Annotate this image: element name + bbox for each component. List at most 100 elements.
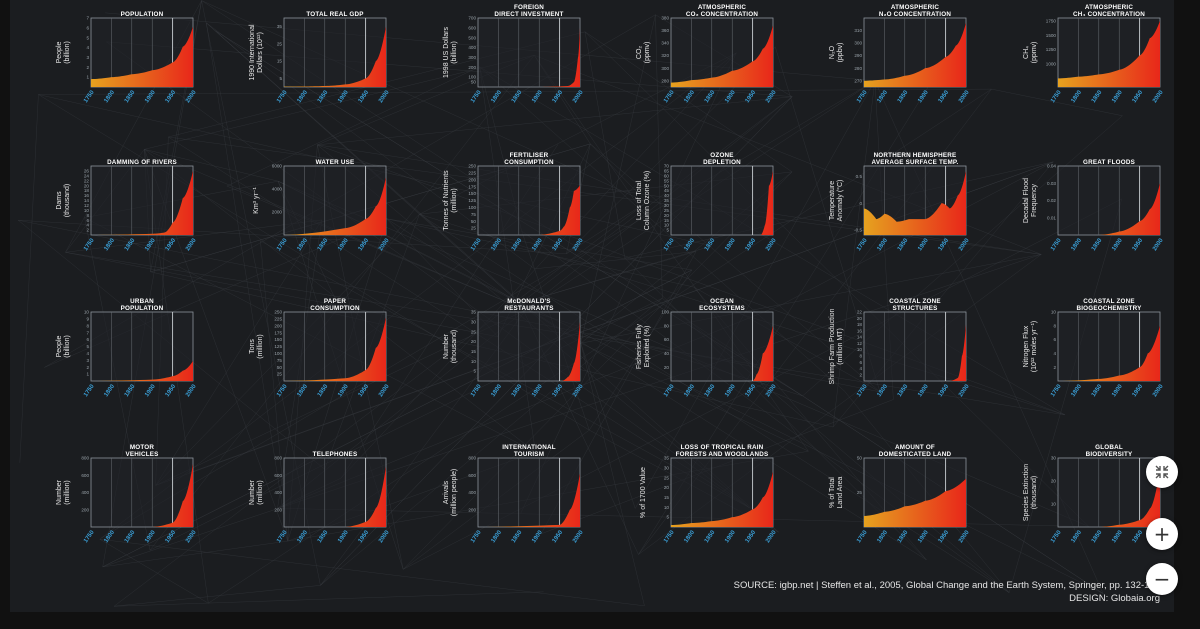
y-tick-label: 4 — [859, 366, 862, 371]
web-line — [19, 94, 39, 463]
web-line — [38, 88, 992, 95]
y-tick-label: 5 — [86, 35, 89, 40]
x-tick-label: 1750 — [83, 383, 96, 398]
web-line — [580, 254, 1042, 344]
y-axis-label-line: Number — [249, 479, 256, 505]
x-tick-label: 1800 — [683, 529, 696, 544]
zoom-out-button[interactable]: − — [1146, 563, 1178, 595]
web-line — [590, 143, 881, 393]
y-tick-label: 16 — [857, 328, 863, 333]
web-line — [580, 14, 656, 344]
chart-title: URBAN — [130, 298, 154, 305]
y-tick-label: 22 — [84, 178, 90, 183]
web-line — [624, 161, 1054, 259]
y-axis-label-line: Nitrogen Flux — [1023, 325, 1030, 367]
y-tick-label: 25 — [664, 475, 670, 480]
area-series — [91, 170, 193, 235]
chart-title: N₂O CONCENTRATION — [879, 11, 951, 18]
chart-title: GLOBAL — [1095, 444, 1123, 451]
y-axis-label: N₂O(ppbv) — [829, 43, 844, 63]
y-tick-label: 290 — [854, 53, 862, 58]
area-series — [478, 321, 580, 381]
y-tick-label: 600 — [468, 25, 476, 30]
y-tick-label: 25 — [277, 372, 283, 377]
y-axis-label-line: (million people) — [451, 469, 458, 516]
x-tick-label: 1950 — [552, 529, 565, 544]
web-line — [519, 96, 793, 304]
x-tick-label: 1950 — [1132, 237, 1145, 252]
y-tick-label: 6 — [86, 337, 89, 342]
y-tick-label: 12 — [857, 341, 863, 346]
chart-panel: POPULATION 1 2 3 4 5 6 7 People(billion) 1750 1800… — [56, 11, 198, 104]
y-tick-label: 0 — [859, 201, 862, 206]
y-tick-label: 35 — [277, 24, 283, 29]
chart-title: INTERNATIONAL — [502, 444, 556, 451]
y-axis-label: Dams(thousand) — [56, 184, 71, 217]
chart-title: FERTILISER — [510, 152, 549, 159]
y-tick-label: 8 — [86, 213, 89, 218]
x-tick-label: 1950 — [165, 89, 178, 104]
y-tick-label: 6 — [86, 218, 89, 223]
area-series — [671, 471, 773, 527]
x-tick-label: 1800 — [1070, 529, 1083, 544]
x-tick-label: 2000 — [1152, 237, 1165, 252]
y-tick-label: 8 — [859, 354, 862, 359]
web-line — [386, 218, 692, 271]
y-tick-label: 200 — [468, 65, 476, 70]
x-tick-label: 1850 — [1091, 529, 1104, 544]
y-tick-label: 10 — [857, 347, 863, 352]
area-series — [284, 177, 386, 235]
y-axis-label: Species Extinction(thousand) — [1023, 464, 1038, 521]
x-tick-label: 1800 — [103, 89, 116, 104]
exit-fullscreen-button[interactable] — [1146, 456, 1178, 488]
x-tick-label: 1850 — [897, 89, 910, 104]
chart-title: COASTAL ZONE — [1083, 298, 1135, 305]
y-tick-label: 175 — [468, 184, 476, 189]
x-tick-label: 1950 — [552, 89, 565, 104]
x-tick-label: 1750 — [276, 383, 289, 398]
web-line — [520, 251, 697, 304]
y-tick-label: 1250 — [1046, 47, 1057, 52]
y-tick-label: 2 — [859, 372, 862, 377]
x-tick-label: 1850 — [511, 529, 524, 544]
y-tick-label: 600 — [468, 473, 476, 478]
x-tick-label: 2000 — [765, 237, 778, 252]
chart-title: NORTHERN HEMISPHERE — [874, 152, 957, 159]
x-tick-label: 1850 — [317, 89, 330, 104]
y-axis-label-line: Land Area — [837, 476, 844, 508]
web-line — [580, 342, 809, 452]
x-tick-label: 2000 — [378, 237, 391, 252]
web-line — [802, 115, 1123, 397]
x-tick-label: 1850 — [1091, 237, 1104, 252]
x-tick-label: 2000 — [185, 529, 198, 544]
web-line — [317, 96, 793, 146]
x-tick-label: 1900 — [337, 237, 350, 252]
web-line — [566, 201, 647, 254]
x-tick-label: 1750 — [663, 529, 676, 544]
y-tick-label: 25 — [857, 490, 863, 495]
web-line — [655, 14, 663, 299]
y-tick-label: 800 — [468, 456, 476, 461]
zoom-in-button[interactable]: + — [1146, 518, 1178, 550]
x-tick-label: 1950 — [938, 237, 951, 252]
y-tick-label: 4 — [1053, 351, 1056, 356]
web-line — [226, 66, 480, 187]
chart-title: CONSUMPTION — [310, 305, 360, 312]
x-tick-label: 2000 — [1152, 383, 1165, 398]
chart-panel: TOTAL REAL GDP 5 15 25 35 1990 InternationalD… — [249, 11, 391, 104]
x-tick-label: 1900 — [1111, 237, 1124, 252]
y-axis-label: Nitrogen Flux(10¹² moles yr⁻¹) — [1023, 321, 1038, 373]
x-tick-label: 1800 — [1070, 383, 1083, 398]
chart-title: DAMMING OF RIVERS — [107, 159, 177, 166]
web-line — [155, 309, 527, 486]
y-tick-label: 16 — [84, 193, 90, 198]
y-axis-label-line: (ppbv) — [837, 43, 844, 63]
web-line — [403, 171, 793, 570]
x-tick-label: 1800 — [876, 383, 889, 398]
y-axis-label-line: Loss of Total — [636, 180, 643, 220]
